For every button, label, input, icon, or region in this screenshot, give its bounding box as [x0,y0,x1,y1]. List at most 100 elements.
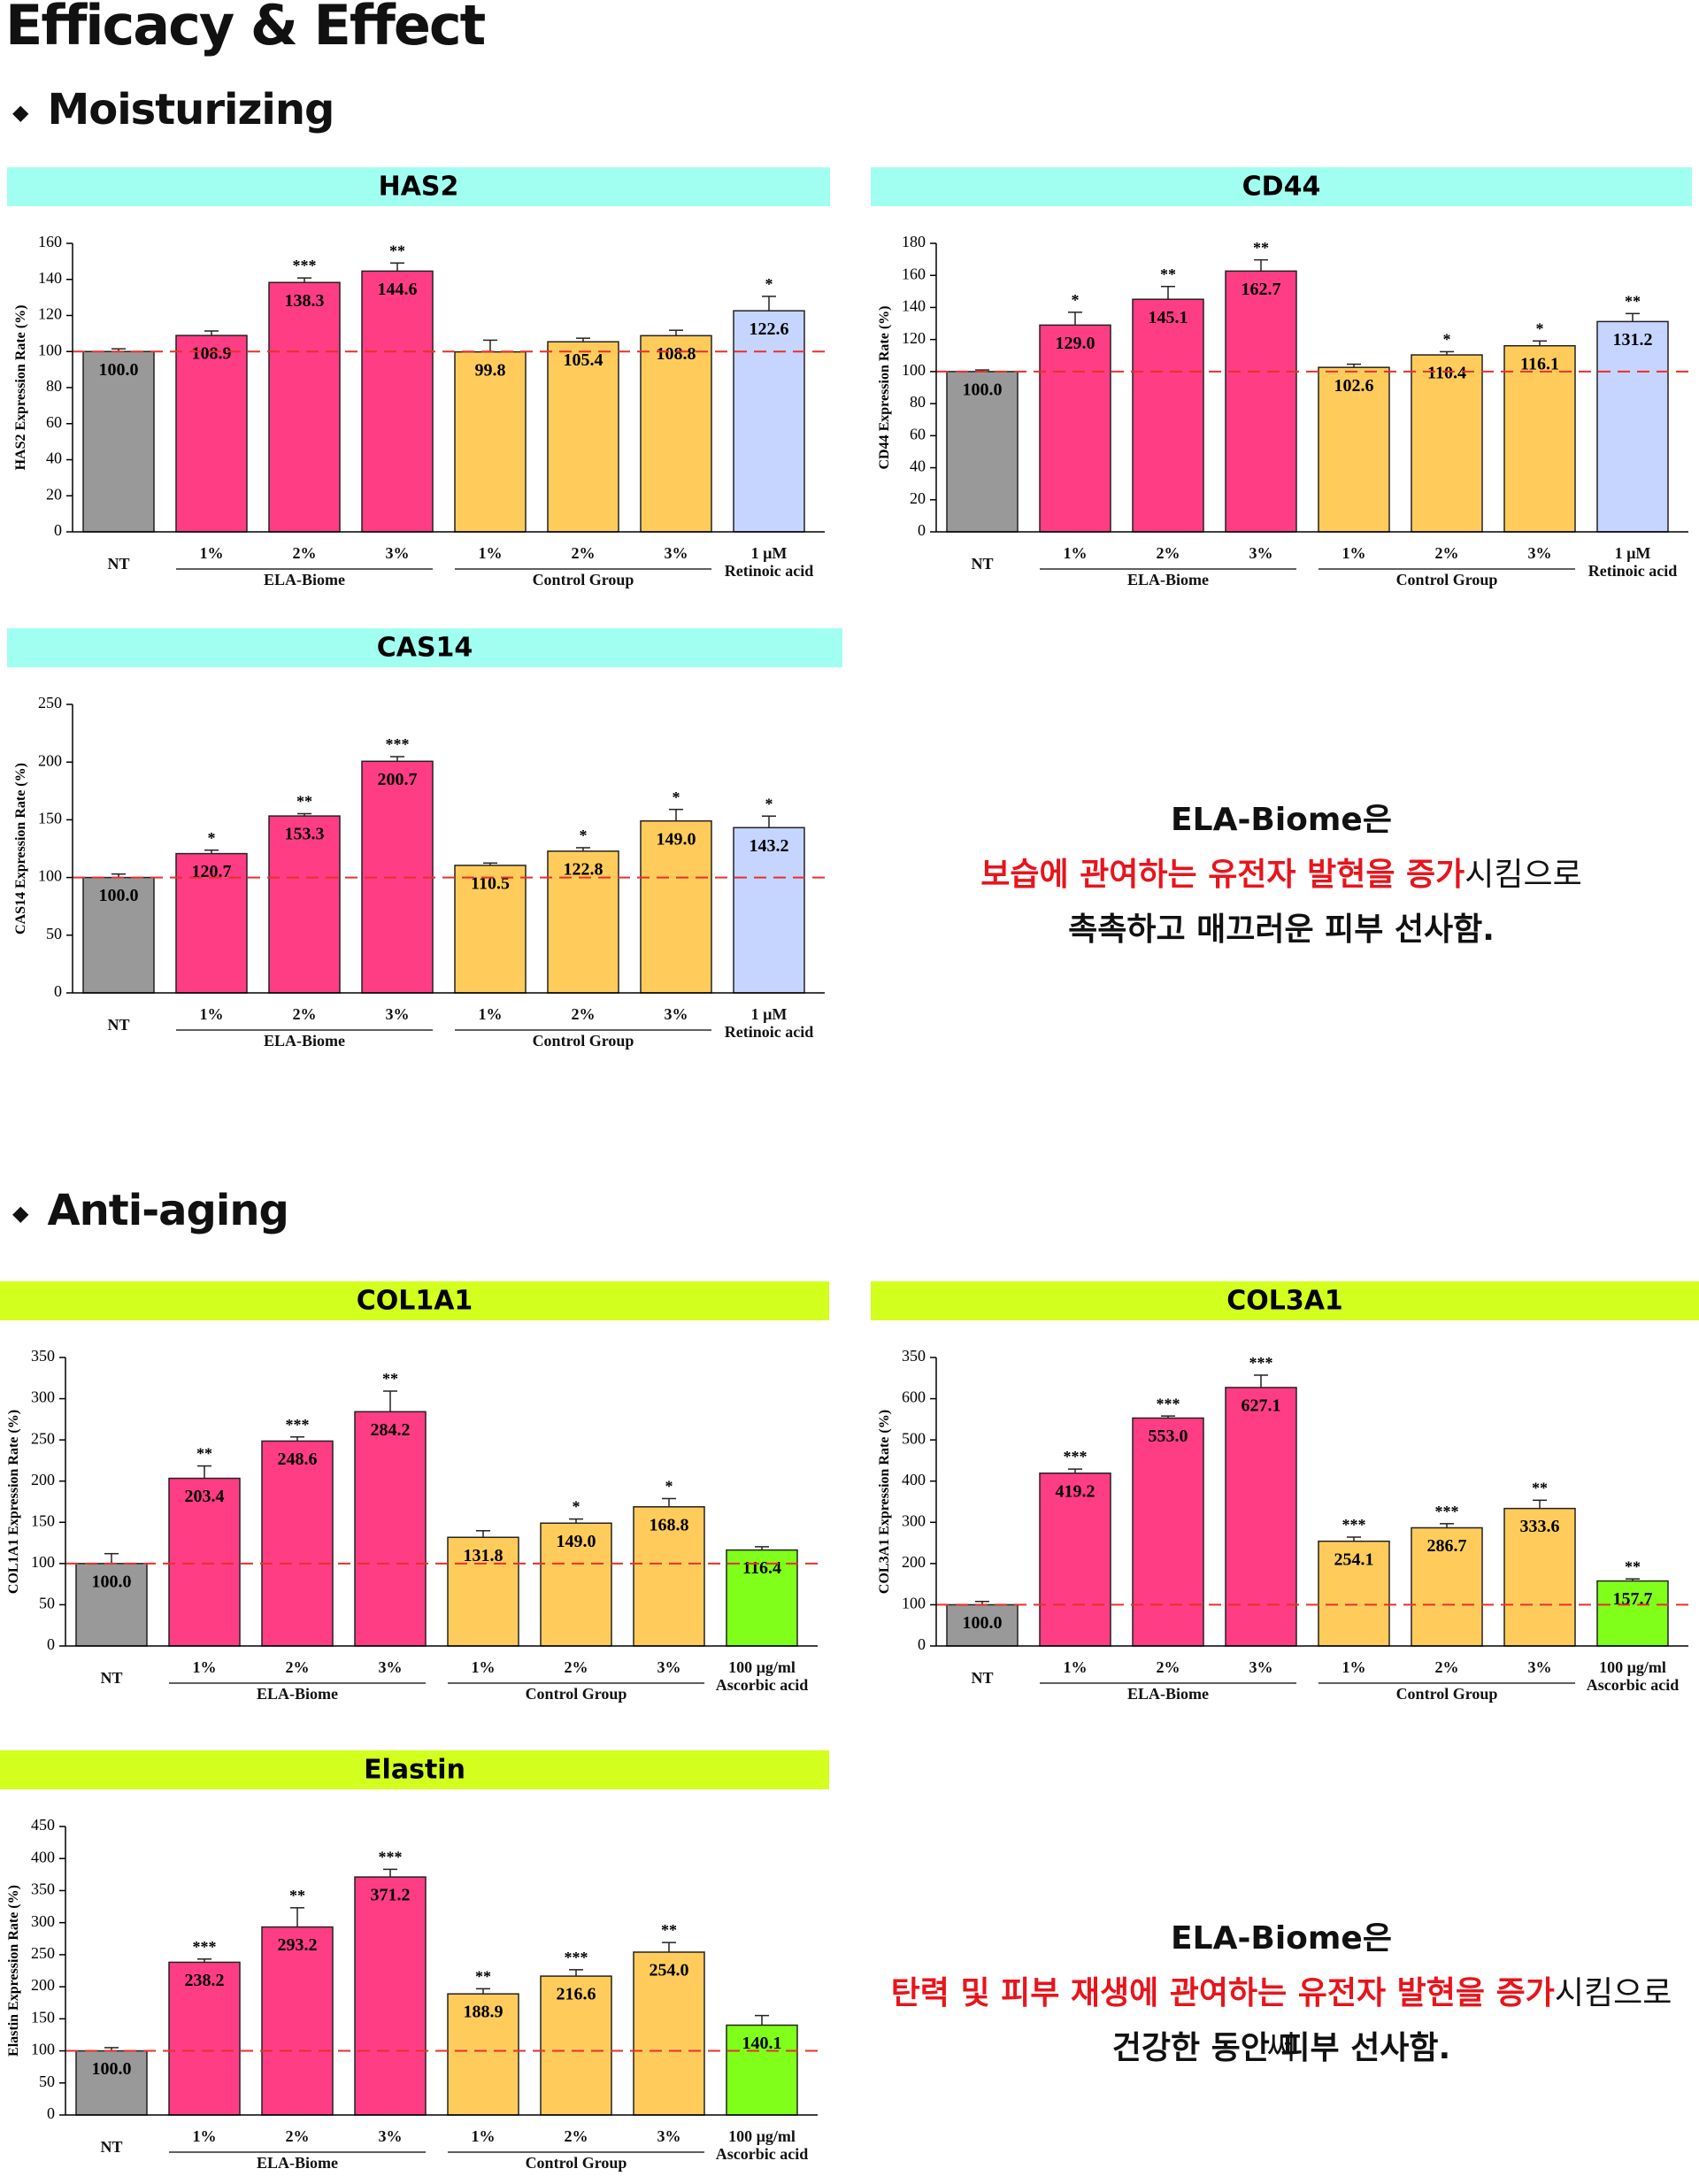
y-tick-label: 300 [902,1511,926,1529]
y-tick-label: 160 [902,265,926,282]
x-tick-label: NT [107,555,130,573]
note-text: ELA-Biome은 [1171,1920,1392,1957]
value-label: 371.2 [371,1886,411,1905]
y-tick-label: 350 [902,1347,926,1365]
value-label: 153.3 [285,825,325,844]
group-label: Control Group [525,2154,627,2172]
value-label: 120.7 [192,862,232,881]
x-tick-label: 1% [478,1005,503,1023]
significance: * [1536,319,1544,337]
y-tick-label: 20 [910,489,926,507]
x-tick-label: 2% [1434,1658,1459,1676]
bar [1503,344,1576,533]
value-label: 100.0 [99,360,139,380]
x-tick-label: 1% [471,1658,496,1676]
bar [733,310,805,533]
x-tick-label: 2% [1434,544,1459,562]
bar [354,1411,427,1647]
bar [1039,324,1111,533]
significance: ** [382,1370,398,1388]
bar [540,1522,612,1647]
value-label: 145.1 [1149,308,1188,327]
value-label: 100.0 [963,380,1003,399]
bar [75,2049,148,2116]
chart-header [0,1281,829,1320]
significance: ** [1253,239,1269,257]
bar [261,1926,334,2116]
y-axis-label: CD44 Expression Rate (%) [877,305,892,469]
note-text: 촉촉하고 매끄러운 피부 선사함. [1068,911,1495,948]
x-tick-label: 1% [199,1005,224,1023]
x-tick-label: 1% [1342,544,1366,562]
group-label: ELA-Biome [257,2154,338,2172]
x-tick-label: 3% [1527,1658,1552,1676]
value-label: 248.6 [278,1450,318,1469]
x-tick-label: 1% [471,2127,496,2145]
value-label: 99.8 [475,360,506,380]
bar [547,341,619,533]
note-line: 건강한 동안 피부 선사함. [883,2021,1680,2076]
significance: *** [1064,1448,1088,1465]
significance: * [765,795,773,812]
significance: ** [1160,265,1176,283]
x-tick-label: 2% [285,2127,310,2145]
significance: *** [293,257,317,274]
x-tick-label: 1% [192,2127,217,2145]
bar [1596,1580,1669,1647]
value-label: 129.0 [1056,334,1096,353]
x-tick-label: 1% [1063,1658,1088,1676]
value-label: 188.9 [464,2003,504,2022]
bar [261,1440,334,1647]
value-label: 110.4 [1427,364,1466,383]
value-label: 254.1 [1334,1550,1374,1569]
chart-title: CAS14 [377,633,473,664]
chart-title: COL1A1 [357,1286,473,1317]
x-tick-label: 2% [292,544,317,562]
note-text: 탄력 및 피부 재생에 관여하는 유전자 발현을 증가 [890,1975,1555,2011]
group-label: ELA-Biome [264,571,345,588]
significance: ** [475,1967,491,1985]
y-tick-label: 200 [38,751,62,769]
bar [540,1975,612,2116]
y-tick-label: 140 [38,269,62,287]
x-tick-label: 1% [478,544,503,562]
value-label: 144.6 [378,280,418,299]
y-tick-label: 150 [38,810,62,827]
value-label: 131.2 [1613,330,1653,350]
page-title: Efficacy & Effect [5,0,486,58]
value-label: 116.1 [1520,354,1559,373]
significance: *** [286,1416,310,1434]
y-tick-label: 150 [31,1511,55,1529]
significance: ** [1625,1557,1641,1575]
x-tick-label: 3% [657,2127,681,2145]
x-tick-label: 3% [1249,1658,1273,1676]
bar [640,819,712,994]
bar [946,1603,1019,1647]
y-tick-label: 0 [47,1635,55,1653]
y-tick-label: 400 [902,1471,926,1488]
x-tick-label: 100 µg/ml Ascorbic acid [1586,1658,1680,1694]
y-tick-label: 100 [902,361,926,379]
note-line: ELA-Biome은 [883,793,1680,848]
value-label: 216.6 [557,1985,596,2004]
y-tick-label: 150 [31,2008,55,2026]
value-label: 149.0 [557,1532,596,1551]
value-label: 122.8 [564,859,603,879]
x-tick-label: 1 µM Retinoic acid [724,1005,814,1041]
y-tick-label: 120 [902,329,926,347]
x-tick-label: 2% [1156,544,1180,562]
value-label: 157.7 [1613,1589,1653,1609]
y-tick-label: 450 [31,1816,55,1834]
x-tick-label: NT [971,555,994,573]
y-tick-label: 60 [910,425,926,442]
y-tick-label: 160 [38,233,62,250]
x-tick-label: 3% [1527,544,1552,562]
y-tick-label: 0 [918,521,926,539]
bar [1411,354,1483,533]
y-tick-label: 0 [47,2104,55,2122]
significance: * [580,827,588,844]
significance: ** [1532,1479,1548,1496]
y-tick-label: 200 [31,1976,55,1994]
bar [447,1993,519,2116]
